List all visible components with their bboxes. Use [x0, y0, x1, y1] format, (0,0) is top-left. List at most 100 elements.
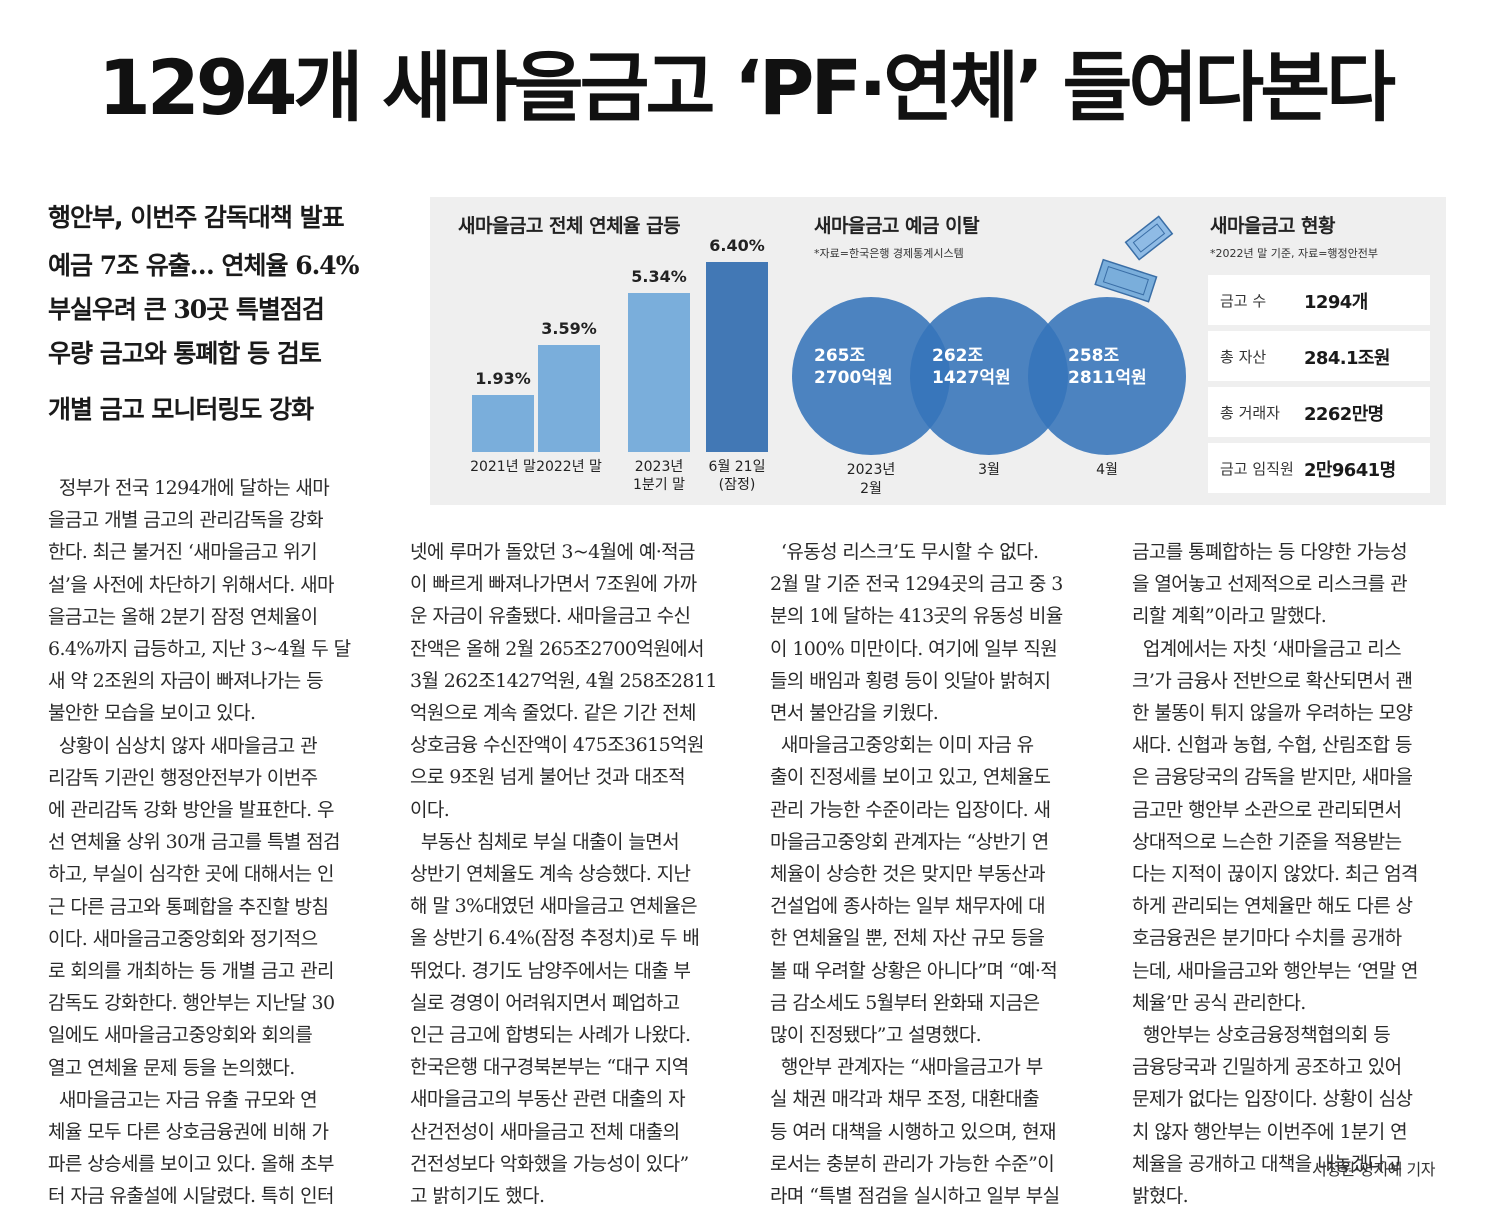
article-line: 부동산 침체로 부실 대출이 늘면서: [410, 830, 680, 853]
article-line: 해 말 3%대였던 새마을금고 연체율은: [410, 895, 698, 918]
article-line: 정부가 전국 1294개에 달하는 새마: [48, 477, 330, 499]
deposit-panel-title: 새마을금고 예금 이탈: [814, 215, 980, 237]
article-line: 상반기 연체율도 계속 상승했다. 지난: [410, 863, 691, 886]
article-line: 로 회의를 개최하는 등 개별 금고 관리: [48, 960, 334, 983]
status-value: 2262만명: [1304, 404, 1384, 425]
article-line: 한다. 최근 불거진 ‘새마을금고 위기: [48, 541, 318, 564]
status-panel-note: *2022년 말 기준, 자료=행정안전부: [1210, 247, 1379, 260]
article-line: 터 자금 유출설에 시달렸다. 특히 인터: [48, 1185, 334, 1208]
article-line: 체율’만 공식 관리한다.: [1132, 991, 1306, 1014]
article-column-1: 정부가 전국 1294개에 달하는 새마 을금고 개별 금고의 관리감독을 강화 한…: [48, 472, 384, 1213]
deposit-bubble-value: 258조 2811억원: [1068, 346, 1147, 388]
subhead-2: 예금 7조 유출… 연체율 6.4%: [48, 251, 359, 280]
article-line: 문제가 없다는 입장이다. 상황이 심상: [1132, 1088, 1413, 1111]
article-line: 이다. 새마을금고중앙회와 정기적으: [48, 927, 318, 950]
deposit-bubble-category: 3월: [978, 462, 1000, 478]
headline: 1294개 새마을금고 ‘PF·연체’ 들여다본다: [97, 43, 1396, 132]
subhead-5: 개별 금고 모니터링도 강화: [48, 395, 314, 424]
article-line: 리감독 기관인 행정안전부가 이번주: [48, 766, 318, 789]
bar-category-label: 2022년 말: [536, 459, 602, 475]
deposit-bubble-value: 265조 2700억원: [814, 346, 893, 388]
bar: [706, 262, 768, 452]
article-line: 상호금융 수신잔액이 475조3615억원: [410, 734, 704, 757]
article-line: 새마을금고중앙회는 이미 자금 유: [770, 734, 1034, 757]
article-line: 새마을금고는 자금 유출 규모와 연: [48, 1088, 318, 1111]
status-row-employees: 금고 임직원 2만9641명: [1208, 443, 1430, 493]
article-line: 는데, 새마을금고와 행안부는 ‘연말 연: [1132, 959, 1418, 982]
article-line: 출이 진정세를 보이고 있고, 연체율도: [770, 766, 1051, 789]
bar-panel-title: 새마을금고 전체 연체율 급등: [458, 215, 681, 237]
article-line: 치 않자 행안부는 이번주에 1분기 연: [1132, 1120, 1408, 1143]
article-line: 선 연체율 상위 30개 금고를 특별 점검: [48, 831, 341, 854]
article-line: 을 열어놓고 선제적으로 리스크를 관: [1132, 573, 1408, 596]
article-line: 열고 연체율 문제 등을 논의했다.: [48, 1056, 295, 1079]
status-label: 금고 임직원: [1220, 460, 1294, 478]
bar-category-label: 2023년 1분기 말: [633, 459, 685, 493]
article-line: 리할 계획”이라고 말했다.: [1132, 605, 1327, 628]
article-line: 새다. 신협과 농협, 수협, 산림조합 등: [1132, 734, 1412, 757]
article-line: 많이 진정됐다”고 설명했다.: [770, 1024, 982, 1047]
article-line: 불안한 모습을 보이고 있다.: [48, 702, 256, 725]
article-line: 호금융권은 분기마다 수치를 공개하: [1132, 927, 1402, 950]
article-line: 실 채권 매각과 채무 조정, 대환대출: [770, 1088, 1040, 1111]
article-line: 체율을 공개하고 대책을 내놓겠다고: [1132, 1152, 1402, 1175]
article-line: 크’가 금융사 전반으로 확산되면서 괜: [1132, 669, 1413, 692]
article-line: 6.4%까지 급등하고, 지난 3~4월 두 달: [48, 638, 351, 661]
article-line: 건설업에 종사하는 일부 채무자에 대: [770, 895, 1046, 918]
bar-value-label: 1.93%: [475, 368, 531, 388]
article-column-2: 넷에 루머가 돌았던 3~4월에 예·적금 이 빠르게 빠져나가면서 7조원에 가…: [410, 536, 746, 1212]
article-line: 행안부는 상호금융정책협의회 등: [1132, 1024, 1391, 1047]
article-line: 금고를 통폐합하는 등 다양한 가능성: [1132, 541, 1408, 563]
article-line: 새마을금고의 부동산 관련 대출의 자: [410, 1088, 686, 1111]
article-line: 라며 “특별 점검을 실시하고 일부 부실: [770, 1185, 1060, 1208]
article-line: 이다.: [410, 798, 450, 821]
article-line: 로서는 충분히 관리가 가능한 수준”이: [770, 1152, 1055, 1175]
article-line: 금 감소세도 5월부터 완화돼 지금은: [770, 991, 1040, 1014]
article-line: 이 100% 미만이다. 여기에 일부 직원: [770, 637, 1058, 660]
bar-category-label: 2021년 말: [470, 459, 536, 475]
bar: [628, 293, 690, 452]
article-line: 새 약 2조원의 자금이 빠져나가는 등: [48, 670, 324, 693]
article-line: 근 다른 금고와 통폐합을 추진할 방침: [48, 895, 329, 918]
status-row-assets: 총 자산 284.1조원: [1208, 331, 1430, 381]
status-panel-title: 새마을금고 현황: [1210, 215, 1335, 237]
article-line: 한 불똥이 튀지 않을까 우려하는 모양: [1132, 702, 1413, 725]
article-line: 금고만 행안부 소관으로 관리되면서: [1132, 798, 1402, 821]
status-value: 2만9641명: [1304, 460, 1396, 481]
article-line: 산건전성이 새마을금고 전체 대출의: [410, 1120, 680, 1143]
bar-value-label: 6.40%: [709, 236, 765, 255]
article-line: 관리 가능한 수준이라는 입장이다. 새: [770, 798, 1051, 821]
article-line: 한국은행 대구경북본부는 “대구 지역: [410, 1056, 689, 1079]
subhead-3: 부실우려 큰 30곳 특별점검: [48, 295, 325, 324]
article-line: 밝혔다.: [1132, 1185, 1189, 1208]
article-line: 은 금융당국의 감독을 받지만, 새마을: [1132, 766, 1413, 789]
deposit-bubble-value: 262조 1427억원: [932, 346, 1011, 388]
status-value: 284.1조원: [1304, 348, 1390, 369]
bar-category-label: 6월 21일 (잠정): [708, 459, 766, 493]
status-row-branches: 금고 수 1294개: [1208, 275, 1430, 325]
article-line: 설’을 사전에 차단하기 위해서다. 새마: [48, 573, 334, 596]
article-line: 감독도 강화한다. 행안부는 지난달 30: [48, 992, 335, 1015]
deposit-bubble-category: 2023년 2월: [846, 462, 896, 497]
article-line: 뛰었다. 경기도 남양주에서는 대출 부: [410, 959, 691, 982]
article-line: 등 여러 대책을 시행하고 있으며, 현재: [770, 1120, 1056, 1143]
status-label: 총 거래자: [1220, 404, 1280, 422]
status-row-customers: 총 거래자 2262만명: [1208, 387, 1430, 437]
article-line: 을금고는 올해 2분기 잠정 연체율이: [48, 605, 318, 628]
article-line: 파른 상승세를 보이고 있다. 올해 초부: [48, 1153, 334, 1176]
article-line: 억원으로 계속 줄었다. 같은 기간 전체: [410, 702, 696, 725]
article-line: 분의 1에 달하는 413곳의 유동성 비율: [770, 605, 1063, 628]
article-line: 면서 불안감을 키웠다.: [770, 702, 939, 725]
bar-value-label: 3.59%: [541, 319, 597, 339]
infographic: 새마을금고 전체 연체율 급등 1.93% 2021년 말 3.59% 2022년 말…: [430, 197, 1446, 505]
article-line: 한 연체율일 뿐, 전체 자산 규모 등을: [770, 927, 1045, 950]
subhead-1: 행안부, 이번주 감독대책 발표: [48, 203, 345, 232]
article-line: 잔액은 올해 2월 265조2700억원에서: [410, 637, 705, 660]
article-line: ‘유동성 리스크’도 무시할 수 없다.: [770, 541, 1039, 563]
article-line: 이 빠르게 빠져나가면서 7조원에 가까: [410, 573, 697, 596]
article-line: 금융당국과 긴밀하게 공조하고 있어: [1132, 1056, 1402, 1079]
article-line: 업계에서는 자칫 ‘새마을금고 리스: [1132, 637, 1402, 660]
article-line: 다는 지적이 끊이지 않았다. 최근 엄격: [1132, 863, 1418, 886]
article-line: 상대적으로 느슨한 기준을 적용받는: [1132, 830, 1402, 853]
